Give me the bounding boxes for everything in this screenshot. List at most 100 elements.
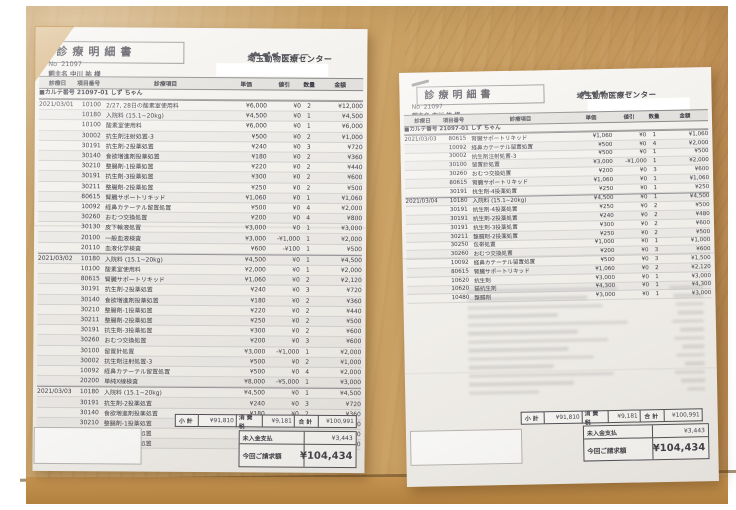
cell-unit-price: ¥300 xyxy=(599,221,615,229)
cell-amount: ¥2,000 xyxy=(689,157,709,164)
cell-amount: ¥2,000 xyxy=(688,139,709,147)
cell-discount: ¥0 xyxy=(640,212,648,219)
cell-unit-price: ¥1,060 xyxy=(244,276,266,284)
cell-item-no: 30211 xyxy=(80,316,100,324)
cell-unit-price: ¥8,000 xyxy=(244,378,266,386)
cell-item-no: 20100 xyxy=(80,233,101,241)
cell-discount: ¥0 xyxy=(292,276,300,284)
cell-unit-price: ¥200 xyxy=(250,337,266,345)
cell-discount: ¥0 xyxy=(292,204,301,212)
cell-item-no: 80615 xyxy=(449,179,468,186)
cell-item-no: 80615 xyxy=(451,268,469,275)
cell-item-no: 30260 xyxy=(80,336,100,344)
cell-name: 一般血液検査 xyxy=(105,234,142,243)
cell-name: 経鼻カテーテル留置処置 xyxy=(104,368,171,376)
cell-amount: ¥2,000 xyxy=(340,267,362,275)
cell-qty: 1 xyxy=(306,245,310,253)
cell-item-no: 80615 xyxy=(448,135,467,142)
cell-qty: 1 xyxy=(653,194,658,201)
cell-discount: -¥1,000 xyxy=(276,348,300,356)
cell-amount: ¥600 xyxy=(346,328,362,336)
cell-qty: 2 xyxy=(306,133,311,141)
cell-date xyxy=(405,148,442,149)
cell-unit-price: ¥3,000 xyxy=(245,234,267,242)
cell-amount: ¥500 xyxy=(346,245,363,253)
cell-unit-price: ¥200 xyxy=(600,248,615,255)
cell-qty: 1 xyxy=(652,132,657,139)
cell-item-no: 10100 xyxy=(80,265,100,273)
cell-name: 留置針処置 xyxy=(104,347,135,356)
cell-qty: 3 xyxy=(304,400,309,408)
cell-unit-price: ¥500 xyxy=(598,150,613,157)
col-unit: 単価 xyxy=(240,82,252,89)
cell-discount: ¥0 xyxy=(292,266,300,274)
cell-discount: ¥0 xyxy=(639,176,648,183)
cell-item-no: 30210 xyxy=(80,306,100,314)
cell-name: 経鼻カテーテル留置処置 xyxy=(105,204,172,212)
cell-date xyxy=(407,272,444,273)
cell-name: 抗生剤-3投薬処置 xyxy=(104,327,153,335)
redaction-box-bottom xyxy=(409,428,523,466)
cell-unit-price: ¥600 xyxy=(250,245,267,253)
cell-item-no: 30191 xyxy=(80,285,100,293)
cell-qty: 2 xyxy=(306,163,311,171)
cell-item-no: 30191 xyxy=(450,215,468,223)
cell-discount: ¥0 xyxy=(292,287,300,295)
tax-label: 消費税 xyxy=(582,410,609,426)
cell-item-no: 10180 xyxy=(449,198,468,205)
cell-qty: 1 xyxy=(655,273,659,280)
cell-qty: 4 xyxy=(306,214,311,222)
cell-name: 腎臓サポートリキッド xyxy=(104,276,165,285)
cell-unit-price: ¥300 xyxy=(251,173,267,181)
total-label: 合計 xyxy=(294,414,319,428)
cell-qty: 1 xyxy=(306,113,311,121)
cell-date xyxy=(405,183,442,184)
cell-item-no: 30260 xyxy=(81,213,101,221)
cell-amount: ¥1,000 xyxy=(340,358,362,366)
cell-unit-price: ¥4,500 xyxy=(244,256,266,264)
cell-qty: 1 xyxy=(653,175,657,183)
cell-unit-price: ¥4,500 xyxy=(245,112,267,120)
receipt-left: 診療明細書 埼玉動物医療センター No 21097 飼主名 中川 祐 様 診療日… xyxy=(32,25,368,474)
cell-date xyxy=(405,192,442,193)
cell-unit-price: ¥250 xyxy=(599,230,615,237)
cell-qty: 1 xyxy=(306,225,311,233)
cell-item-no: 10092 xyxy=(448,144,467,151)
line-items: 2021/03/03 80615 腎臓サポートリキッド ¥1,060 ¥0 1 ¥1,060… xyxy=(404,129,712,305)
cell-qty: 1 xyxy=(305,390,309,398)
cell-qty: 2 xyxy=(305,317,310,325)
cell-qty: 3 xyxy=(305,338,310,346)
cell-discount: ¥0 xyxy=(291,307,300,315)
line-items: 2021/03/01 10100 2/27, 28日の酸素室使用料 ¥6,000 ¥0 2… xyxy=(36,98,364,451)
cell-amount: ¥4,500 xyxy=(689,193,710,200)
redaction-box-address xyxy=(216,63,329,77)
cell-unit-price: ¥250 xyxy=(251,183,267,192)
col-item-no: 項目番号 xyxy=(442,117,465,125)
cell-item-no: 30002 xyxy=(448,153,467,160)
cell-name: 酸素室使用料 xyxy=(104,266,141,274)
cell-name: 皮下輸液処置 xyxy=(105,224,142,232)
cell-unit-price: ¥250 xyxy=(250,317,266,325)
cell-amount: ¥600 xyxy=(347,174,363,182)
cell-discount: ¥0 xyxy=(640,221,649,228)
tax-value: ¥9,181 xyxy=(608,409,641,424)
unpaid-label: 未入金支払 xyxy=(239,431,305,444)
cell-unit-price: ¥180 xyxy=(251,153,267,161)
cell-unit-price: ¥500 xyxy=(598,141,613,148)
cell-discount: ¥0 xyxy=(291,317,300,325)
cell-qty: 2 xyxy=(305,358,310,366)
cell-amount: ¥720 xyxy=(345,400,361,408)
cell-date xyxy=(406,219,443,220)
cell-qty: 1 xyxy=(305,378,310,386)
cell-discount: ¥0 xyxy=(293,102,302,110)
subtotal-label: 小計 xyxy=(520,411,545,425)
cell-unit-price: ¥180 xyxy=(250,297,266,305)
cell-name: 腎臓サポートリキッド xyxy=(105,194,166,202)
cell-discount: ¥0 xyxy=(292,224,301,233)
cell-qty: 2 xyxy=(305,297,310,305)
col-qty: 数量 xyxy=(303,82,315,89)
cell-amount: ¥1,000 xyxy=(341,133,363,141)
cell-discount: ¥0 xyxy=(291,368,300,376)
cell-unit-price: ¥500 xyxy=(251,133,267,141)
col-unit: 単価 xyxy=(585,115,597,122)
